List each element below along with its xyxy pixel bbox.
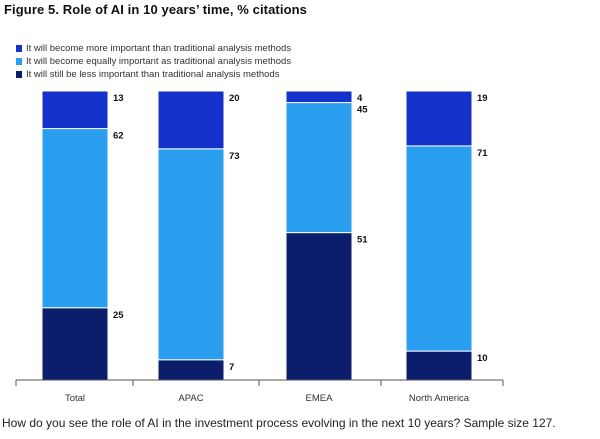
- caption: How do you see the role of AI in the inv…: [2, 416, 556, 430]
- legend-swatch-less-important: [16, 71, 22, 78]
- bars-group: [41, 90, 473, 381]
- legend-swatch-equally-important: [16, 58, 22, 65]
- category-label-emea: EMEA: [306, 393, 334, 404]
- bar-total-series-1: [41, 307, 109, 381]
- data-label-emea-series-2: 45: [357, 105, 368, 116]
- data-label-apac-series-3: 20: [229, 93, 240, 104]
- legend-label-equally-important: It will become equally important as trad…: [26, 56, 292, 67]
- bar-emea-series-1: [285, 232, 353, 381]
- bar-north-america-series-2: [405, 145, 473, 352]
- data-label-apac-series-1: 7: [229, 362, 234, 373]
- data-label-total-series-2: 62: [113, 131, 124, 142]
- legend-item-equally-important: It will become equally important as trad…: [16, 55, 291, 68]
- x-axis: Total APAC EMEA North America: [15, 379, 504, 404]
- data-label-total-series-3: 13: [113, 93, 124, 104]
- bar-emea-series-2: [285, 102, 353, 234]
- data-label-emea-series-1: 51: [357, 235, 368, 246]
- data-label-north-america-series-2: 71: [477, 148, 488, 159]
- bar-apac-series-2: [157, 148, 225, 361]
- data-label-emea-series-3: 4: [357, 93, 363, 104]
- category-label-total: Total: [65, 393, 85, 404]
- legend-item-more-important: It will become more important than tradi…: [16, 42, 291, 55]
- legend-swatch-more-important: [16, 45, 22, 52]
- data-label-apac-series-2: 73: [229, 151, 240, 162]
- legend-item-less-important: It will still be less important than tra…: [16, 68, 291, 81]
- data-label-north-america-series-3: 19: [477, 93, 488, 104]
- legend-label-less-important: It will still be less important than tra…: [26, 69, 280, 80]
- bar-total-series-3: [41, 90, 109, 130]
- bar-total-series-2: [41, 128, 109, 309]
- legend: It will become more important than tradi…: [16, 42, 291, 81]
- data-label-north-america-series-1: 10: [477, 353, 488, 364]
- data-labels-group: 25 62 13 7 73 20 51 454 10 71 19: [113, 93, 488, 373]
- bar-north-america-series-1: [405, 350, 473, 381]
- chart-title: Figure 5. Role of AI in 10 years’ time, …: [4, 2, 307, 17]
- bar-north-america-series-3: [405, 90, 473, 147]
- bar-apac-series-3: [157, 90, 225, 150]
- bar-apac-series-1: [157, 359, 225, 381]
- category-label-north-america: North America: [409, 393, 470, 404]
- data-label-total-series-1: 25: [113, 310, 124, 321]
- legend-label-more-important: It will become more important than tradi…: [26, 43, 292, 54]
- bar-emea-series-3: [285, 90, 353, 104]
- category-label-apac: APAC: [178, 393, 203, 404]
